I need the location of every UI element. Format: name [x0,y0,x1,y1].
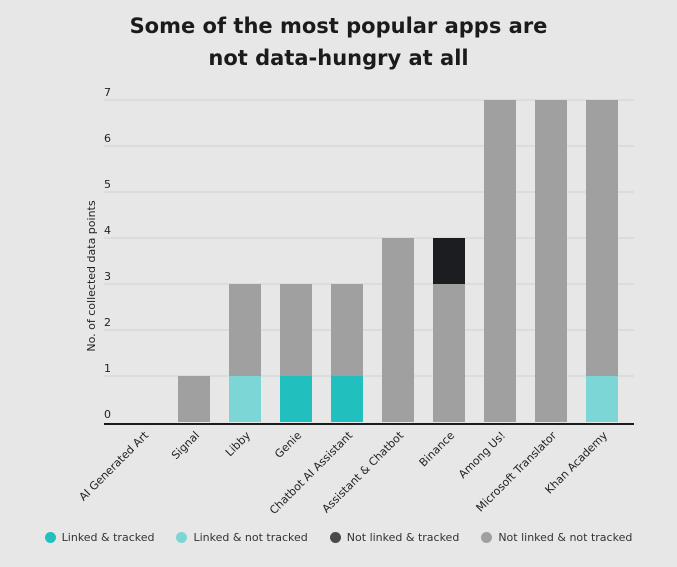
x-tick-label: AI Generated Art [77,428,152,503]
x-tick-label: Chatbot AI Assistant [267,428,356,517]
bar-segment [433,238,465,284]
bar-segment [382,238,414,422]
y-tick-label: 5 [104,178,111,191]
bar-segment [331,376,363,422]
chart-title-line-1: Some of the most popular apps are [129,14,548,38]
bar-segment [331,284,363,376]
bar-segment [586,376,618,422]
legend-label: Not linked & tracked [346,531,460,544]
y-tick-label: 1 [104,362,111,375]
stacked-bar-chart: 0 1 2 3 4 5 6 7 No. of collected data points AI G… [77,86,634,517]
x-tick-label: Libby [223,429,254,460]
y-tick-label: 7 [104,86,111,99]
bar-segment [280,376,312,422]
bar-segment [586,100,618,376]
bar-segment [229,376,261,422]
bar-segment [229,284,261,376]
bar-segment [280,284,312,376]
chart-title-line-2: not data-hungry at all [208,46,469,70]
legend-label: Not linked & not tracked [498,531,633,544]
bar-segment [178,376,210,422]
legend-item: Not linked & tracked [329,531,460,544]
y-axis-label: No. of collected data points [85,200,98,351]
bar-segment [433,284,465,422]
y-tick-label: 4 [104,224,111,237]
legend-label: Linked & not tracked [193,531,308,544]
legend-swatch [176,532,188,543]
y-tick-label: 0 [104,408,111,421]
x-tick-label: Genie [272,429,304,461]
x-tick-label: Among Us! [456,429,508,481]
y-tick-label: 6 [104,132,111,145]
legend-label: Linked & tracked [61,531,155,544]
y-tick-label: 2 [104,316,111,329]
bar-segment [484,100,516,422]
y-tick-label: 3 [104,270,111,283]
legend-swatch [44,532,56,543]
bar-segment [535,100,567,422]
chart-title: Some of the most popular apps are not da… [0,10,677,74]
legend-item: Linked & tracked [44,531,155,544]
legend-item: Not linked & not tracked [481,531,632,544]
legend-swatch [481,532,493,543]
legend-item: Linked & not tracked [176,531,308,544]
legend-swatch [329,532,341,543]
chart-legend: Linked & tracked Linked & not tracked Not … [0,531,677,544]
x-tick-label: Signal [169,429,202,462]
x-tick-label: Binance [417,429,458,470]
